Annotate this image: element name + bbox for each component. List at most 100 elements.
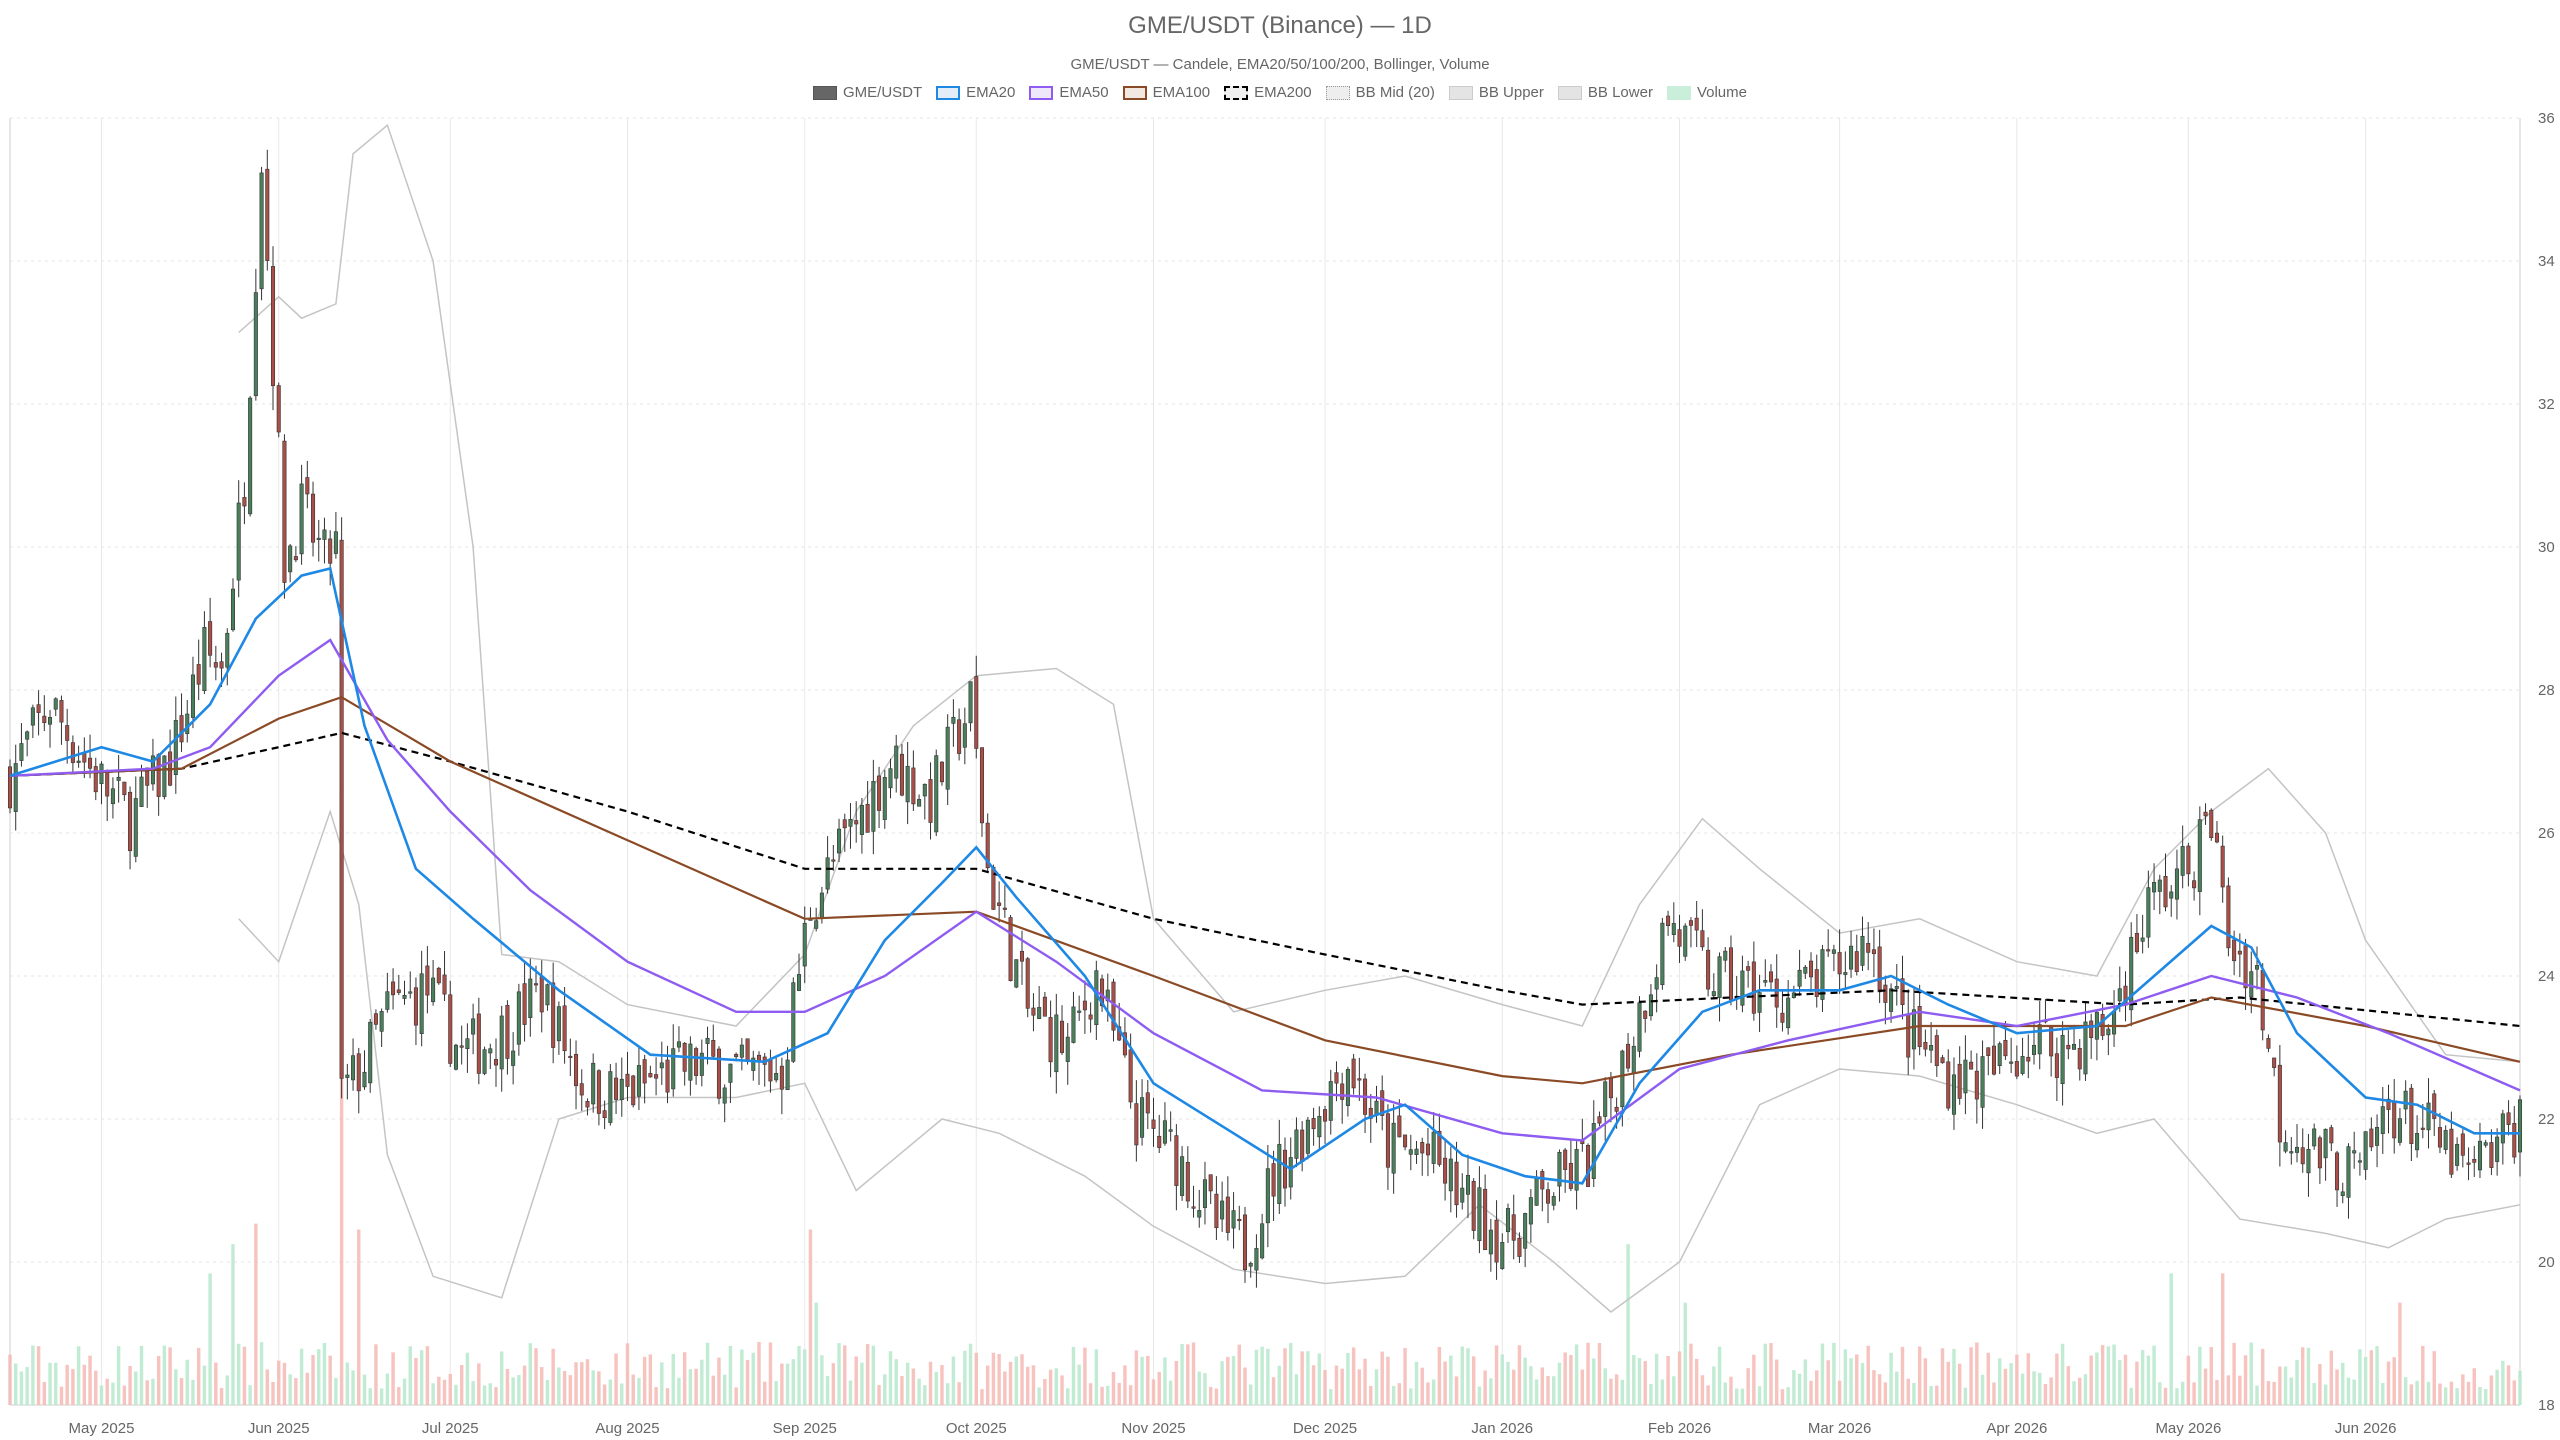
candle-body — [831, 859, 836, 862]
volume-bar — [625, 1343, 630, 1405]
volume-bar — [156, 1356, 161, 1405]
candle-body — [1831, 949, 1836, 954]
volume-bar — [728, 1346, 733, 1405]
candle-body — [734, 1053, 739, 1058]
candle-body — [2483, 1142, 2488, 1146]
candle-body — [2472, 1158, 2477, 1163]
volume-bar — [1157, 1372, 1161, 1405]
legend-item-bbupper[interactable]: BB Upper — [1448, 84, 1544, 101]
volume-bar — [1329, 1389, 1333, 1405]
candle-body — [1151, 1119, 1156, 1129]
volume-bar — [1066, 1388, 1070, 1405]
candle-body — [1397, 1115, 1402, 1138]
candle-body — [1700, 930, 1705, 948]
volume-bar — [1151, 1379, 1156, 1405]
volume-bar — [145, 1380, 149, 1405]
volume-bar — [2043, 1384, 2048, 1405]
volume-bar — [980, 1389, 984, 1405]
candle-body — [442, 974, 447, 995]
candle-body — [1048, 1017, 1053, 1063]
legend-item-ema20[interactable]: EMA20 — [936, 84, 1015, 101]
volume-bar — [763, 1381, 767, 1405]
candle-body — [722, 1087, 727, 1104]
candle-body — [1471, 1180, 1476, 1231]
x-tick-label: Jan 2026 — [1471, 1420, 1533, 1437]
volume-bar — [825, 1376, 830, 1405]
candle-body — [1323, 1109, 1328, 1122]
volume-bar — [48, 1362, 52, 1405]
x-tick-label: Apr 2026 — [1986, 1420, 2047, 1437]
volume-bar — [2438, 1383, 2442, 1405]
volume-bar — [1797, 1373, 1802, 1405]
legend-item-ema100[interactable]: EMA100 — [1122, 84, 1210, 101]
candle-body — [2089, 1020, 2094, 1039]
candle-body — [1420, 1142, 1425, 1154]
volume-bar — [1374, 1369, 1379, 1405]
volume-bar — [202, 1365, 207, 1405]
volume-bar — [1380, 1351, 1384, 1405]
volume-bar — [2495, 1369, 2499, 1405]
volume-bar — [116, 1346, 121, 1405]
candle-body — [282, 440, 287, 583]
candle-body — [882, 777, 887, 820]
candle-body — [1242, 1214, 1248, 1271]
volume-bar — [94, 1370, 98, 1405]
volume-bar — [1271, 1377, 1276, 1405]
candle-body — [1191, 1206, 1196, 1209]
candle-body — [1054, 1014, 1059, 1073]
volume-bar — [2358, 1349, 2362, 1405]
volume-bar — [1792, 1370, 1796, 1405]
volume-bar — [1231, 1355, 1236, 1405]
volume-bar — [2506, 1365, 2511, 1405]
candle-body — [1568, 1162, 1573, 1189]
chart-legend: GME/USDT EMA20 EMA50 EMA100 EMA200 BB Mi… — [0, 84, 2560, 101]
candle-body — [1254, 1248, 1259, 1271]
candle-body — [1854, 951, 1859, 972]
volume-bar — [1094, 1349, 1099, 1405]
volume-bar — [860, 1362, 864, 1405]
bb-upper-line — [238, 123, 2521, 1063]
candle-body — [1328, 1081, 1333, 1121]
volume-bar — [654, 1387, 658, 1405]
legend-item-bblower[interactable]: BB Lower — [1557, 84, 1653, 101]
candle-body — [665, 1059, 670, 1093]
candle-body — [1906, 1013, 1911, 1058]
volume-bar — [1391, 1385, 1396, 1405]
candle-body — [1248, 1263, 1253, 1267]
volume-bar — [1500, 1354, 1504, 1405]
legend-item-bbmid[interactable]: BB Mid (20) — [1325, 84, 1435, 101]
legend-item-volume[interactable]: Volume — [1666, 84, 1747, 101]
volume-bar — [1677, 1351, 1682, 1405]
volume-bar — [1111, 1372, 1116, 1405]
x-tick-label: Sep 2025 — [773, 1420, 837, 1437]
candle-body — [139, 776, 144, 807]
legend-item-ema50[interactable]: EMA50 — [1029, 84, 1109, 101]
candle-body — [2289, 1151, 2294, 1154]
candle-body — [1180, 1156, 1185, 1196]
candle-body — [2083, 1021, 2088, 1075]
volume-bar — [1900, 1346, 1905, 1405]
volume-bar — [1449, 1355, 1453, 1405]
volume-bar — [1208, 1386, 1213, 1405]
candle-body — [2506, 1112, 2511, 1125]
candle-body — [1643, 1010, 1648, 1019]
volume-bar — [2152, 1345, 2156, 1405]
volume-bar — [465, 1352, 470, 1405]
candle-body — [2203, 811, 2208, 817]
volume-bar — [751, 1352, 755, 1405]
candle-body — [1019, 950, 1025, 962]
candle-body — [419, 973, 424, 1034]
volume-bar — [1723, 1382, 1727, 1405]
candle-body — [1620, 1050, 1625, 1108]
candle-body — [1786, 997, 1791, 1029]
volume-bar — [511, 1377, 515, 1405]
candle-body — [2312, 1128, 2317, 1147]
legend-item-candles[interactable]: GME/USDT — [812, 84, 922, 101]
x-tick-label: Jun 2025 — [248, 1420, 310, 1437]
legend-item-ema200[interactable]: EMA200 — [1224, 84, 1312, 101]
volume-bar — [2295, 1359, 2299, 1405]
volume-bar — [1660, 1379, 1665, 1405]
volume-layer — [8, 790, 2522, 1405]
volume-bar — [174, 1369, 178, 1405]
